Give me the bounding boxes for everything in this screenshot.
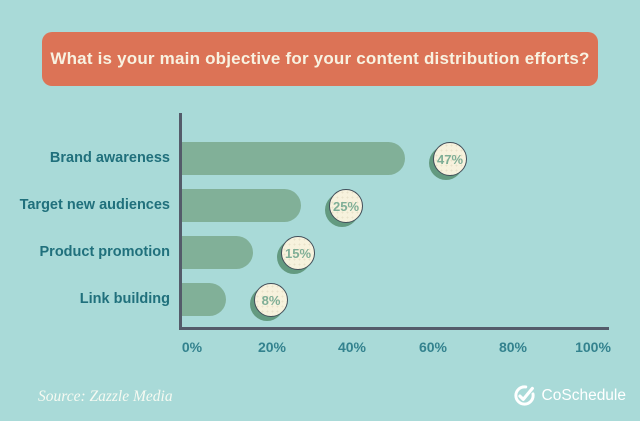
- x-tick-label: 80%: [498, 339, 528, 355]
- bar-brand-awareness: [182, 142, 405, 175]
- title-banner: What is your main objective for your con…: [42, 32, 598, 86]
- coschedule-wordmark: CoSchedule: [541, 386, 626, 404]
- x-tick-label: 40%: [337, 339, 367, 355]
- value-badge: 25%: [329, 189, 363, 223]
- x-tick-label: 20%: [257, 339, 287, 355]
- x-axis-line: [179, 327, 609, 330]
- coschedule-check-icon: [513, 384, 536, 407]
- category-label: Brand awareness: [49, 150, 170, 166]
- source-credit: Source: Zazzle Media: [38, 388, 173, 405]
- category-label: Link building: [79, 291, 170, 307]
- x-tick-label: 100%: [575, 339, 611, 355]
- bar-target-new-audiences: [182, 189, 301, 222]
- y-axis-line: [179, 113, 182, 330]
- value-badge: 8%: [254, 283, 288, 317]
- bar-product-promotion: [182, 236, 253, 269]
- x-tick-label: 60%: [418, 339, 448, 355]
- value-badge: 15%: [281, 236, 315, 270]
- category-label: Target new audiences: [19, 197, 170, 213]
- value-badge: 47%: [433, 142, 467, 176]
- bar-link-building: [182, 283, 226, 316]
- x-tick-label: 0%: [181, 339, 203, 355]
- coschedule-logo: CoSchedule: [513, 384, 626, 407]
- chart-title: What is your main objective for your con…: [50, 49, 590, 68]
- category-label: Product promotion: [39, 244, 171, 260]
